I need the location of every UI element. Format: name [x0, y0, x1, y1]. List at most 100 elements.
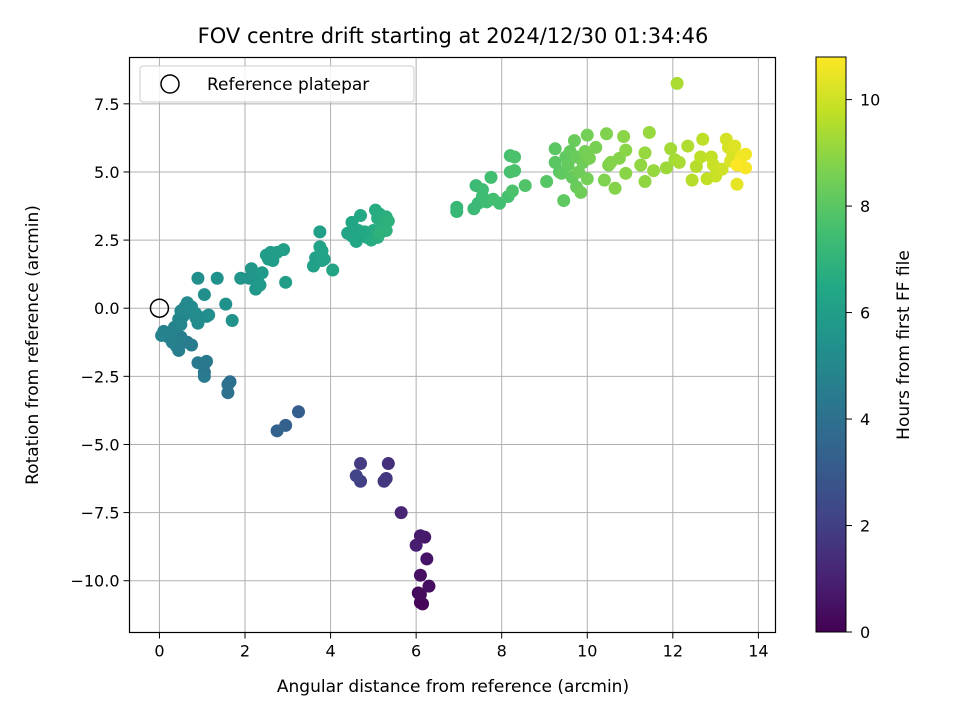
data-point [270, 424, 284, 438]
x-tick-label: 6 [411, 642, 421, 661]
data-point [484, 170, 498, 184]
data-point [197, 288, 211, 302]
data-point [580, 172, 594, 186]
y-tick-label: −7.5 [81, 504, 120, 523]
data-point [634, 158, 648, 172]
data-point [317, 252, 331, 266]
data-point [475, 183, 489, 197]
colorbar-tick-label: 0 [860, 623, 870, 642]
legend-marker-hollow-circle [160, 74, 180, 94]
data-point [619, 166, 633, 180]
colorbar-gradient [816, 57, 846, 632]
data-point [597, 173, 611, 187]
data-point [326, 263, 340, 277]
data-point [422, 579, 436, 593]
colorbar-frame [815, 56, 847, 633]
data-point [672, 155, 686, 169]
legend: Reference platepar [139, 65, 415, 103]
data-point [508, 150, 522, 164]
data-point [277, 243, 291, 257]
data-point [291, 405, 305, 419]
x-tick-label: 14 [748, 642, 768, 661]
x-axis-label: Angular distance from reference (arcmin) [277, 677, 629, 697]
data-point [664, 142, 678, 156]
data-point [225, 313, 239, 327]
y-tick-label: −2.5 [81, 367, 120, 386]
data-point [540, 174, 554, 188]
colorbar-tick-label: 4 [860, 410, 870, 429]
y-tick-label: 5.0 [94, 163, 119, 182]
y-tick-label: 0.0 [94, 299, 119, 318]
data-point [557, 194, 571, 208]
data-point [313, 225, 327, 239]
legend-label: Reference platepar [207, 75, 369, 95]
legend-box [139, 65, 415, 103]
plot-frame [128, 56, 777, 634]
y-axis-ticks: −10.0 −7.5 −5.0 −2.5 0.0 2.5 5.0 7.5 [70, 95, 130, 591]
data-point [197, 369, 211, 383]
data-point [189, 307, 203, 321]
data-point [617, 130, 631, 144]
y-tick-label: 7.5 [94, 95, 119, 114]
data-point [349, 469, 363, 483]
data-point [373, 226, 387, 240]
data-point [508, 164, 522, 178]
x-tick-label: 2 [240, 642, 250, 661]
colorbar-ticks: 0 2 4 6 8 10 [846, 91, 880, 642]
data-point [739, 147, 753, 161]
data-point [219, 297, 233, 311]
data-point [279, 275, 293, 289]
data-point [574, 185, 588, 199]
data-point [681, 139, 695, 153]
data-point [715, 162, 729, 176]
y-tick-label: −5.0 [81, 435, 120, 454]
data-point [582, 151, 596, 165]
x-axis-ticks: 0 2 4 6 8 10 12 14 [154, 632, 769, 661]
data-point [349, 234, 363, 248]
data-point [580, 128, 594, 142]
x-tick-label: 10 [577, 642, 597, 661]
data-point [505, 184, 519, 198]
x-tick-label: 4 [325, 642, 335, 661]
data-point [638, 174, 652, 188]
data-point [670, 76, 684, 90]
x-tick-label: 8 [497, 642, 507, 661]
grid-lines [129, 57, 776, 633]
data-point [548, 142, 562, 156]
colorbar-tick-label: 8 [860, 197, 870, 216]
data-point [619, 143, 633, 157]
data-point [518, 179, 532, 193]
data-point [589, 140, 603, 154]
x-tick-label: 12 [663, 642, 683, 661]
data-point [567, 134, 581, 148]
data-point [685, 173, 699, 187]
data-point [647, 164, 661, 178]
data-point [377, 474, 391, 488]
x-tick-label: 0 [154, 642, 164, 661]
colorbar-tick-label: 6 [860, 304, 870, 323]
data-point [221, 386, 235, 400]
y-axis-label: Rotation from reference (arcmin) [23, 205, 43, 485]
data-point [202, 308, 216, 322]
data-point [191, 271, 205, 285]
data-point [381, 457, 395, 471]
data-point [600, 127, 614, 141]
data-point [659, 161, 673, 175]
chart-title: FOV centre drift starting at 2024/12/30 … [198, 24, 709, 48]
data-point [561, 158, 575, 172]
reference-platepar-marker [149, 298, 170, 318]
y-tick-label: 2.5 [94, 231, 119, 250]
data-point [696, 132, 710, 146]
data-point [354, 457, 368, 471]
data-point [253, 278, 267, 292]
data-point [409, 538, 423, 552]
data-point [450, 204, 464, 218]
data-point [728, 139, 742, 153]
y-tick-label: −10.0 [70, 572, 119, 591]
colorbar-label: Hours from first FF file [894, 250, 914, 440]
data-point [413, 587, 427, 601]
colorbar-tick-label: 2 [860, 517, 870, 536]
data-point [642, 125, 656, 139]
data-point [730, 158, 744, 172]
